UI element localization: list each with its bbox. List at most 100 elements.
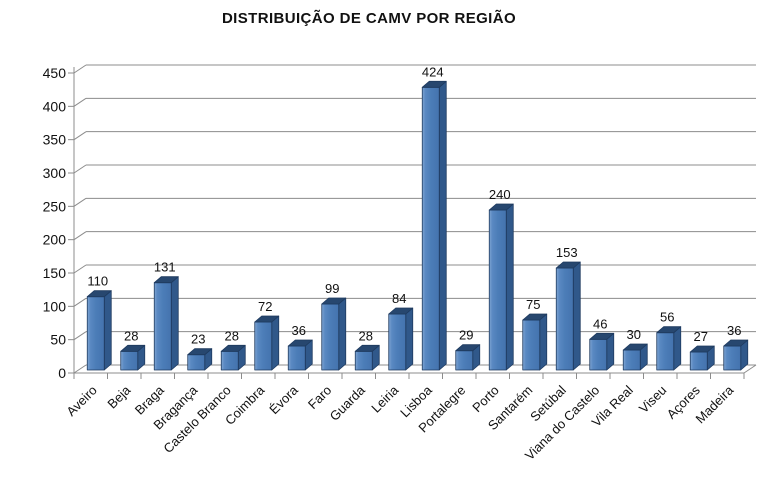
bar-top-face: [689, 345, 715, 353]
bar-aveiro: [86, 290, 112, 371]
bar-top-face: [287, 339, 313, 347]
y-tick-label: 350: [43, 132, 67, 148]
bar-side-face: [572, 261, 581, 371]
gridline-diagonal: [73, 64, 87, 74]
bar-value-label: 72: [258, 299, 272, 314]
bar-top-face: [388, 307, 414, 315]
bar-value-label: 153: [556, 245, 578, 260]
gridline-diagonal: [73, 164, 87, 174]
bar-side-face: [170, 276, 179, 371]
bar-front-face: [723, 345, 742, 371]
bar-front-face: [287, 345, 306, 371]
bar-side-face: [673, 326, 682, 371]
bar-viana-do-castelo: [589, 332, 615, 371]
bar-value-label: 29: [459, 328, 473, 343]
bar-front-face: [555, 267, 574, 371]
floor-right-diagonal: [743, 364, 757, 374]
bar-side-face: [271, 315, 280, 371]
bar-top-face: [421, 80, 447, 88]
bar-value-label: 27: [694, 329, 708, 344]
bar-top-face: [622, 343, 648, 351]
bar-value-label: 424: [422, 64, 444, 79]
chart-title: DISTRIBUIÇÃO DE CAMV POR REGIÃO: [222, 9, 516, 27]
bar-top-face: [656, 326, 682, 334]
y-tick-label: 200: [43, 232, 67, 248]
bar-top-face: [555, 261, 581, 269]
bar-setúbal: [555, 261, 581, 371]
bar-top-face: [723, 339, 749, 347]
bar-top-face: [86, 290, 112, 298]
y-tick-label: 450: [43, 65, 67, 81]
y-tick-label: 400: [43, 98, 67, 114]
bar-santarém: [522, 313, 548, 371]
bar-front-face: [656, 332, 675, 371]
bar-value-label: 30: [627, 327, 641, 342]
bar-front-face: [220, 350, 239, 371]
bar-value-label: 28: [359, 328, 373, 343]
bar-front-face: [321, 303, 340, 371]
bar-side-face: [539, 313, 548, 371]
bar-value-label: 84: [392, 291, 406, 306]
x-category-label: Guarda: [327, 382, 369, 424]
bar-top-face: [522, 313, 548, 321]
bar-value-label: 240: [489, 187, 511, 202]
bar-value-label: 75: [526, 297, 540, 312]
bar-front-face: [153, 282, 172, 371]
bar-guarda: [354, 344, 380, 371]
bar-front-face: [354, 350, 373, 371]
bar-front-face: [455, 350, 474, 371]
x-category-label: Aveiro: [63, 383, 100, 420]
x-category-label: Madeira: [693, 382, 737, 426]
bar-side-face: [505, 203, 514, 371]
gridline-diagonal: [73, 297, 87, 307]
bar-braga: [153, 276, 179, 371]
bar-value-label: 28: [124, 328, 138, 343]
bar-top-face: [187, 348, 213, 356]
bar-top-face: [321, 297, 347, 305]
bar-top-face: [488, 203, 514, 211]
bar-évora: [287, 339, 313, 371]
bar-açores: [689, 345, 715, 371]
bar-portalegre: [455, 344, 481, 371]
y-tick-label: 0: [58, 365, 66, 381]
bar-value-label: 23: [191, 332, 205, 347]
bar-castelo-branco: [220, 344, 246, 371]
bar-madeira: [723, 339, 749, 371]
bar-lisboa: [421, 80, 447, 371]
bar-porto: [488, 203, 514, 371]
bar-front-face: [421, 86, 440, 371]
bar-top-face: [589, 332, 615, 340]
bar-top-face: [120, 344, 146, 352]
y-tick-label: 100: [43, 298, 67, 314]
bar-top-face: [254, 315, 280, 323]
gridline-diagonal: [73, 264, 87, 274]
bar-front-face: [589, 338, 608, 371]
bar-front-face: [187, 354, 206, 371]
bar-front-face: [120, 350, 139, 371]
bar-front-face: [254, 321, 273, 371]
x-category-label: Évora: [266, 382, 301, 417]
bar-value-label: 36: [727, 323, 741, 338]
gridline-diagonal: [73, 197, 87, 207]
bar-vila-real: [622, 343, 648, 371]
bar-beja: [120, 344, 146, 371]
bar-front-face: [622, 349, 641, 371]
y-tick-label: 150: [43, 265, 67, 281]
gridline-diagonal: [73, 97, 87, 107]
bar-value-label: 99: [325, 281, 339, 296]
bar-side-face: [338, 297, 347, 371]
x-category-label: Faro: [305, 383, 335, 413]
y-tick-label: 50: [50, 332, 66, 348]
bar-front-face: [689, 351, 708, 371]
bar-top-face: [153, 276, 179, 284]
gridline-diagonal: [73, 331, 87, 341]
bar-value-label: 36: [292, 323, 306, 338]
bar-top-face: [455, 344, 481, 352]
y-tick-label: 300: [43, 165, 67, 181]
floor-left-diagonal: [73, 364, 87, 374]
bar-value-label: 110: [87, 274, 108, 289]
bar-front-face: [86, 296, 105, 371]
gridline-diagonal: [73, 231, 87, 241]
